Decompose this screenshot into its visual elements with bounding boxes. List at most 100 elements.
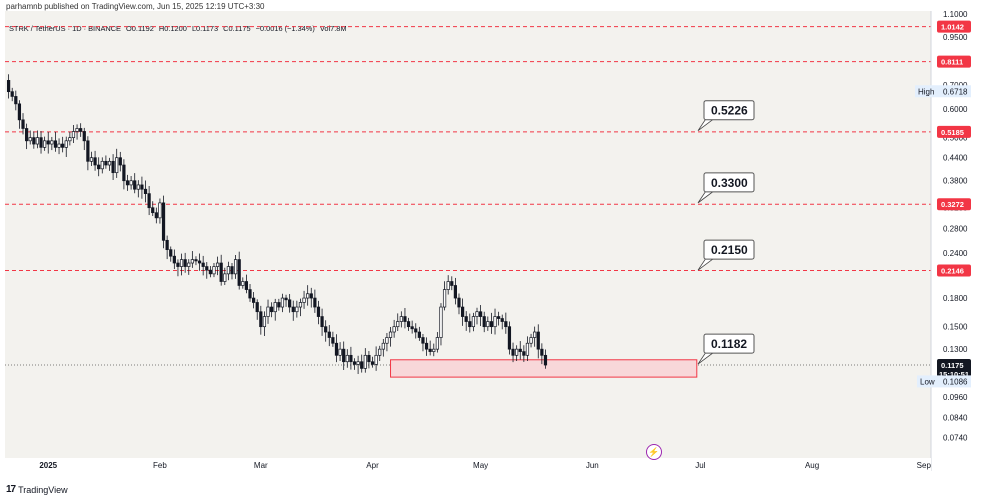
candle-body	[309, 293, 313, 299]
level-tag-label: 0.5185	[941, 128, 964, 137]
symbol-info: STRK / TetherUS · 1D · BINANCE O0.1192 H…	[9, 24, 350, 33]
candle-body	[288, 299, 292, 308]
y-tick-label: 0.5000	[943, 134, 968, 143]
candle-body	[313, 297, 317, 308]
candle-body	[14, 96, 18, 105]
candle-body	[194, 259, 198, 262]
candle-body	[21, 119, 25, 129]
candle-body	[486, 321, 490, 328]
callout-box	[703, 333, 755, 354]
callout-box	[703, 100, 755, 121]
candle-body	[529, 337, 533, 344]
candle-body	[460, 306, 465, 317]
candle-body	[457, 297, 461, 308]
candle-body	[284, 297, 288, 301]
candle-body	[515, 348, 519, 356]
candle-body	[392, 326, 396, 333]
candle-body	[230, 266, 234, 275]
candle-body	[540, 348, 544, 356]
callout-label: 0.5226	[711, 104, 748, 118]
candle-body	[219, 262, 223, 282]
callout-box	[703, 239, 755, 260]
candle-body	[385, 337, 389, 344]
countdown-label: 15:10:51	[939, 370, 969, 379]
candle-body	[388, 331, 393, 338]
change-value: −0.0016 (−1.34%)	[255, 24, 315, 33]
logo-mark: 17	[6, 484, 16, 495]
candle-body	[291, 306, 295, 313]
candle-body	[212, 266, 216, 275]
candle-body	[169, 249, 173, 257]
candle-body	[320, 316, 324, 328]
level-tag-label: 0.8111	[941, 58, 963, 67]
candle-body	[374, 354, 378, 365]
candle-body	[6, 80, 11, 93]
candle-body	[82, 131, 86, 142]
x-tick-label: May	[473, 461, 488, 470]
publisher-line: parhamnb published on TradingView.com, J…	[6, 2, 265, 11]
y-tick-label: 0.2800	[943, 225, 968, 234]
callout-box	[703, 172, 755, 193]
candle-body	[140, 184, 144, 190]
zone-layer	[390, 359, 698, 378]
callout-0.2150: 0.2150	[697, 239, 755, 271]
candle-body	[345, 354, 349, 363]
candle-body	[450, 281, 454, 286]
callout-pointer	[697, 351, 716, 365]
candle-body	[363, 354, 367, 369]
x-tick-label: Sep	[917, 461, 932, 470]
close-value: C0.1175	[223, 24, 251, 33]
candle-body	[277, 302, 281, 308]
candle-body	[57, 143, 61, 148]
candle-body	[360, 361, 364, 369]
candle-body	[504, 321, 508, 328]
time-axis: 2025 Feb Mar Apr May Jun Jul Aug Sep	[5, 458, 931, 471]
candle-body	[327, 331, 331, 338]
y-tick-label: 0.1300	[943, 345, 968, 354]
symbol-name: STRK / TetherUS · 1D · BINANCE	[9, 24, 121, 33]
time-axis-bg	[5, 458, 931, 471]
low-marker-bg	[917, 375, 971, 388]
candle-body	[122, 164, 126, 182]
candle-body	[302, 297, 306, 303]
candle-body	[158, 202, 162, 219]
callout-label: 0.2150	[711, 243, 748, 257]
candle-body	[179, 259, 184, 267]
candle-body	[237, 259, 241, 286]
candle-body	[183, 259, 187, 267]
candle-body	[17, 103, 22, 121]
candle-body	[32, 137, 36, 145]
candle-body	[201, 262, 205, 267]
candle-body	[482, 316, 486, 328]
x-tick-label: Apr	[366, 461, 379, 470]
candle-body	[10, 91, 14, 97]
candle-body	[475, 311, 479, 317]
candle-body	[338, 348, 342, 356]
callout-0.5226: 0.5226	[697, 100, 755, 132]
candle-body	[522, 351, 526, 356]
candle-body	[500, 318, 504, 322]
candle-body	[421, 337, 425, 344]
low-marker-label: Low	[920, 377, 935, 386]
level-tag	[937, 20, 971, 33]
candle-body	[370, 361, 375, 365]
candle-body	[334, 342, 339, 356]
candle-body	[518, 348, 522, 352]
candle-body	[215, 262, 220, 267]
lightning-icon[interactable]: ⚡	[646, 444, 662, 460]
candle-body	[511, 348, 515, 356]
candle-body	[417, 331, 421, 338]
y-tick-label: 0.3800	[943, 177, 968, 186]
chart-panel[interactable]	[5, 11, 931, 458]
y-tick-label: 0.6000	[943, 105, 968, 114]
candle-body	[86, 140, 90, 162]
tradingview-logo[interactable]: 17 TradingView	[6, 484, 68, 495]
candle-body	[403, 316, 407, 322]
candle-body	[280, 297, 285, 308]
candle-body	[497, 316, 501, 319]
candle-body	[35, 137, 40, 145]
candle-body	[97, 164, 101, 170]
candle-body	[165, 239, 169, 250]
candle-body	[223, 273, 227, 282]
